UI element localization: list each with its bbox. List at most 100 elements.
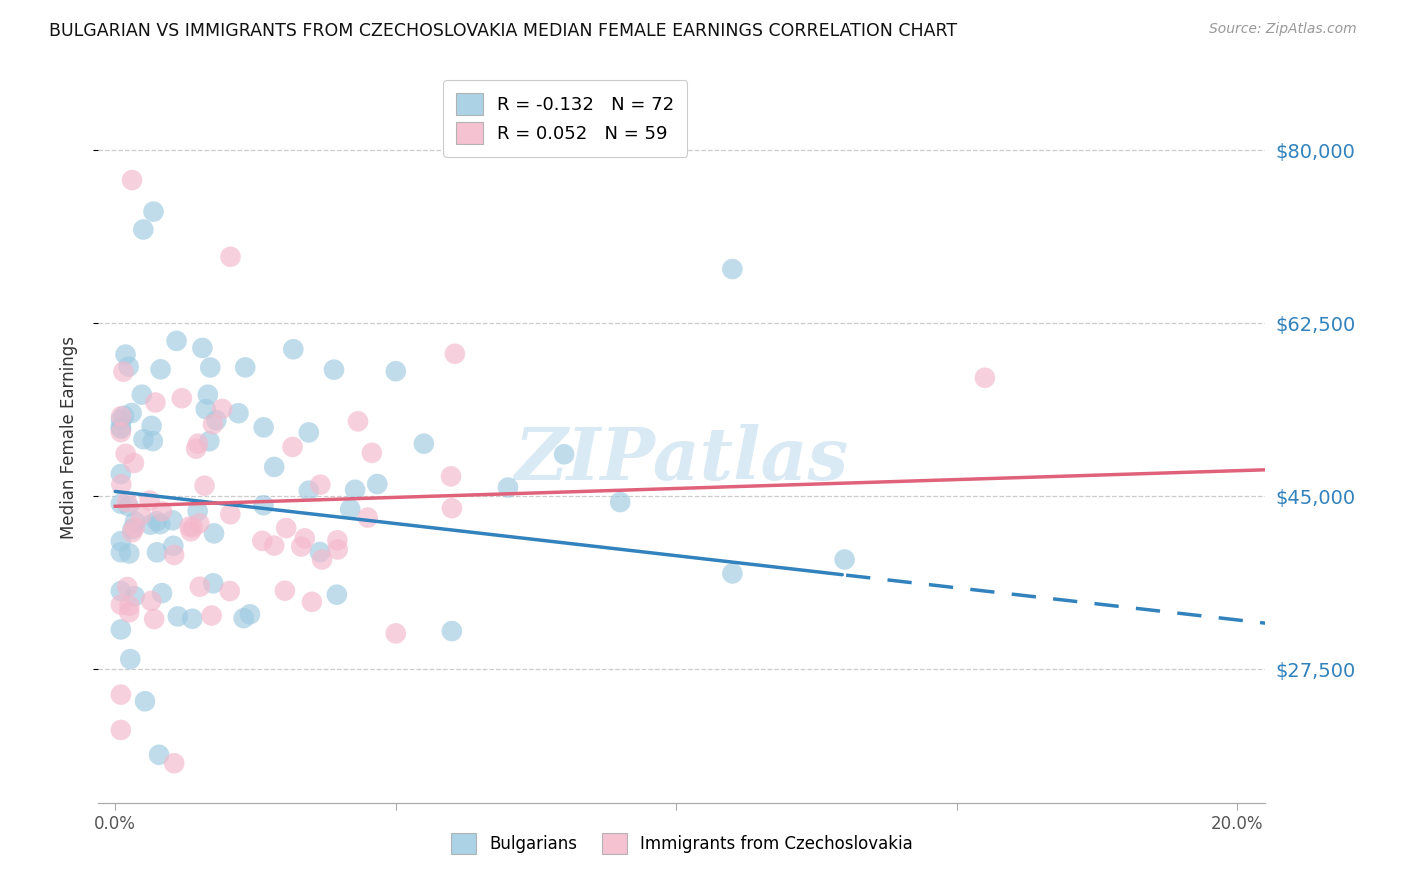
- Point: [145, 395, 167, 409]
- Point: [311, 552, 333, 566]
- Point: [110, 534, 132, 549]
- Point: [263, 459, 285, 474]
- Point: [326, 588, 349, 602]
- Point: [110, 497, 132, 511]
- Point: [121, 522, 143, 536]
- Point: [162, 513, 184, 527]
- Point: [233, 360, 256, 375]
- Point: [191, 341, 214, 355]
- Point: [114, 348, 136, 362]
- Point: [384, 364, 406, 378]
- Point: [263, 539, 285, 553]
- Point: [112, 365, 135, 379]
- Point: [252, 498, 274, 512]
- Point: [180, 524, 202, 539]
- Point: [973, 371, 995, 385]
- Point: [117, 580, 139, 594]
- Point: [309, 477, 332, 491]
- Point: [347, 414, 370, 428]
- Point: [309, 545, 332, 559]
- Point: [110, 545, 132, 559]
- Point: [149, 517, 172, 532]
- Point: [134, 694, 156, 708]
- Point: [201, 608, 224, 623]
- Point: [274, 583, 297, 598]
- Point: [444, 347, 467, 361]
- Point: [834, 552, 856, 566]
- Point: [141, 418, 163, 433]
- Point: [721, 262, 744, 277]
- Point: [366, 477, 388, 491]
- Point: [298, 425, 321, 440]
- Point: [132, 432, 155, 446]
- Point: [339, 502, 361, 516]
- Point: [412, 436, 434, 450]
- Point: [496, 481, 519, 495]
- Point: [139, 517, 162, 532]
- Point: [283, 343, 305, 357]
- Point: [252, 420, 274, 434]
- Point: [187, 504, 209, 518]
- Point: [117, 500, 139, 514]
- Point: [384, 626, 406, 640]
- Point: [290, 540, 312, 554]
- Point: [440, 501, 463, 516]
- Point: [163, 548, 186, 562]
- Point: [200, 360, 222, 375]
- Point: [132, 222, 155, 236]
- Point: [110, 413, 132, 427]
- Point: [276, 521, 298, 535]
- Point: [326, 542, 349, 557]
- Point: [721, 566, 744, 581]
- Point: [281, 440, 304, 454]
- Point: [142, 434, 165, 449]
- Text: ZIPatlas: ZIPatlas: [515, 424, 849, 494]
- Point: [357, 510, 380, 524]
- Point: [188, 516, 211, 531]
- Point: [150, 504, 173, 518]
- Point: [110, 623, 132, 637]
- Point: [344, 483, 367, 497]
- Point: [170, 391, 193, 405]
- Point: [120, 652, 142, 666]
- Point: [121, 173, 143, 187]
- Point: [110, 584, 132, 599]
- Point: [440, 624, 463, 639]
- Point: [138, 493, 160, 508]
- Point: [110, 477, 132, 491]
- Point: [148, 747, 170, 762]
- Point: [205, 413, 228, 427]
- Point: [163, 756, 186, 771]
- Point: [440, 469, 463, 483]
- Point: [193, 478, 215, 492]
- Point: [115, 495, 138, 509]
- Point: [202, 526, 225, 541]
- Point: [232, 611, 254, 625]
- Point: [197, 387, 219, 401]
- Point: [142, 204, 165, 219]
- Point: [121, 406, 143, 420]
- Point: [121, 525, 143, 540]
- Point: [219, 508, 242, 522]
- Point: [149, 362, 172, 376]
- Point: [239, 607, 262, 622]
- Point: [110, 598, 132, 612]
- Point: [122, 456, 145, 470]
- Legend: Bulgarians, Immigrants from Czechoslovakia: Bulgarians, Immigrants from Czechoslovak…: [444, 827, 920, 860]
- Point: [110, 422, 132, 436]
- Point: [124, 515, 146, 529]
- Text: Source: ZipAtlas.com: Source: ZipAtlas.com: [1209, 22, 1357, 37]
- Point: [110, 425, 132, 439]
- Point: [110, 467, 132, 481]
- Point: [110, 409, 132, 424]
- Point: [187, 436, 209, 450]
- Point: [609, 495, 631, 509]
- Point: [323, 362, 346, 376]
- Point: [166, 334, 188, 348]
- Point: [124, 520, 146, 534]
- Point: [194, 402, 217, 417]
- Point: [181, 520, 204, 534]
- Point: [184, 442, 207, 456]
- Point: [124, 589, 146, 603]
- Point: [188, 580, 211, 594]
